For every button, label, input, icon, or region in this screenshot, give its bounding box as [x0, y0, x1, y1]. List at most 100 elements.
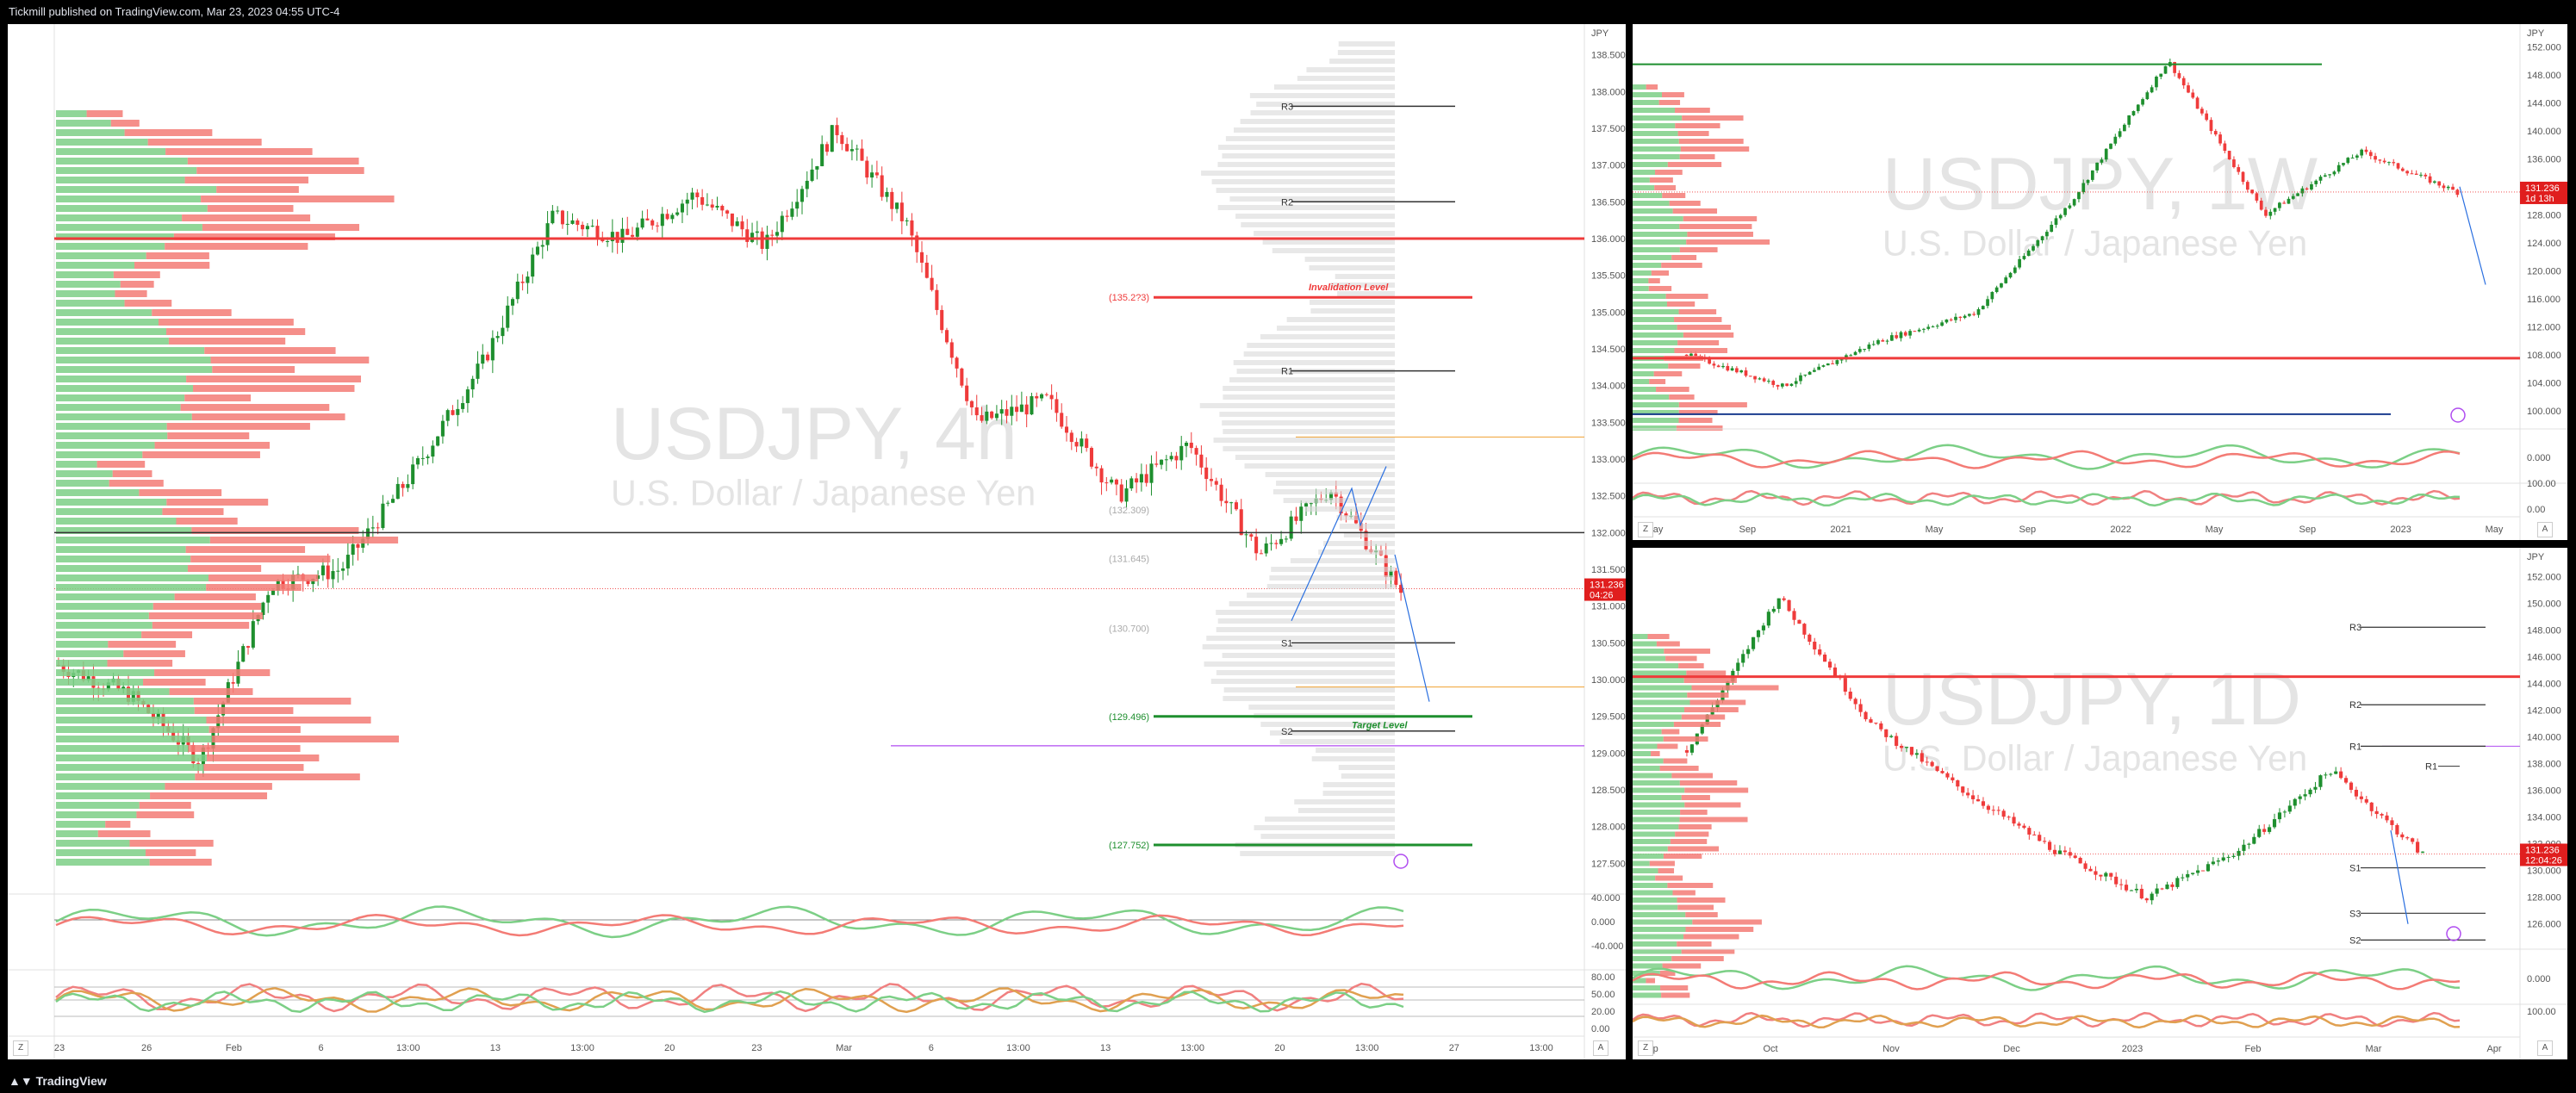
volume-profile-buy	[1633, 286, 1649, 291]
volume-profile-buy	[1633, 371, 1654, 376]
volume-profile-sell	[1655, 875, 1683, 881]
candle-body	[670, 214, 675, 220]
volume-profile-sell	[124, 300, 172, 307]
candle-body	[501, 327, 505, 337]
candle-body	[1060, 413, 1064, 427]
chart-4h-svg[interactable]: 138.500 138.000 137.500 137.000 136.500 136.0…	[8, 24, 1626, 1059]
volume-profile-buy	[56, 262, 134, 269]
volume-profile-sell	[1683, 216, 1758, 221]
volume-profile-sell	[1681, 948, 1735, 954]
price-tick-label: 134.000	[1591, 382, 1626, 392]
chart-1w-svg[interactable]: 152.000148.000144.000140.000136.000132.0…	[1633, 24, 2567, 540]
volume-profile-buy	[1633, 193, 1663, 198]
volume-profile-buy	[56, 224, 202, 231]
auto-scale-left-button[interactable]: Z	[13, 1040, 28, 1056]
candle-body	[994, 413, 999, 419]
candle-body	[2078, 857, 2082, 864]
volume-profile-buy	[1633, 162, 1668, 167]
candle-body	[2000, 283, 2003, 288]
volume-profile-sell	[188, 745, 301, 752]
candle-body	[1968, 314, 1971, 316]
volume-profile-sell	[1682, 115, 1744, 121]
volume-profile-buy	[1633, 890, 1673, 896]
candle-body	[1832, 668, 1838, 677]
chart-1d-svg[interactable]: 152.000 150.000 148.000 146.000 144.000 142.0…	[1633, 548, 2567, 1059]
volume-profile-sell	[207, 205, 294, 212]
candle-body	[1736, 662, 1740, 671]
candle-body	[2328, 174, 2331, 176]
time-axis-label: Nov	[1882, 1044, 1900, 1054]
tradingview-logo[interactable]: ▲▼ TradingView	[9, 1074, 107, 1088]
candle-body	[650, 220, 655, 226]
stoch-line-k	[55, 982, 1404, 1013]
volume-profile-buy	[56, 603, 153, 610]
candle-body	[2077, 192, 2081, 200]
auto-scale-right-button[interactable]: A	[2537, 1040, 2553, 1056]
chart-panel-1w[interactable]: 152.000148.000144.000140.000136.000132.0…	[1633, 24, 2567, 540]
volume-profile-sell	[1677, 325, 1732, 330]
candle-body	[1199, 454, 1204, 468]
chart-panel-4h[interactable]: 138.500 138.000 137.500 137.000 136.500 136.0…	[8, 24, 1626, 1059]
volume-profile-buy	[1633, 123, 1676, 128]
volume-profile-buy	[1633, 410, 1679, 415]
volume-profile-right	[1294, 799, 1395, 804]
candle-body	[1787, 599, 1791, 612]
volume-profile-buy	[1633, 912, 1686, 917]
volume-profile-right	[1222, 653, 1395, 658]
time-axis-label: Sep	[1739, 525, 1757, 535]
auto-scale-left-button[interactable]: Z	[1638, 1040, 1653, 1056]
volume-profile-buy	[56, 792, 151, 799]
volume-profile-buy	[56, 394, 185, 401]
osc-line-up	[55, 905, 1404, 939]
auto-scale-right-button[interactable]: A	[2537, 522, 2553, 537]
volume-profile-right	[1306, 67, 1395, 72]
candle-body	[2195, 97, 2200, 109]
candle-body	[2323, 175, 2327, 177]
candle-body	[905, 220, 909, 221]
volume-profile-buy	[56, 196, 202, 202]
candle-body	[1813, 370, 1816, 372]
candle-body	[1064, 426, 1069, 433]
candle-body	[1981, 801, 1986, 806]
volume-profile-right	[1249, 93, 1395, 98]
time-axis-label: 20	[664, 1043, 675, 1053]
pivot-label-s1: S1	[1281, 638, 1292, 649]
volume-profile-buy	[56, 470, 113, 477]
time-axis-label: 13:00	[1006, 1043, 1030, 1053]
volume-profile-sell	[187, 565, 262, 572]
candle-body	[944, 330, 949, 343]
auto-scale-left-button[interactable]: Z	[1638, 522, 1653, 537]
candle-body	[1776, 598, 1781, 609]
candle-body	[2052, 849, 2057, 854]
candle-body	[890, 191, 894, 209]
candle-body	[1903, 332, 1907, 336]
candle-body	[2300, 188, 2305, 194]
candle-body	[1876, 339, 1880, 345]
volume-profile-sell	[1658, 868, 1675, 873]
auto-scale-right-button[interactable]: A	[1593, 1040, 1608, 1056]
volume-profile-buy	[56, 518, 177, 525]
last-price-tag	[2520, 181, 2567, 204]
volume-profile-buy	[1633, 941, 1677, 947]
osc-axis-label: 0.000	[2527, 974, 2551, 984]
candle-body	[2405, 837, 2410, 839]
candle-body	[1328, 492, 1334, 500]
candle-body	[2114, 876, 2119, 885]
candle-body	[2374, 810, 2379, 815]
volume-profile-buy	[1633, 985, 1661, 991]
candle-body	[2420, 851, 2425, 853]
pivot-label-r2: R2	[2349, 700, 2361, 711]
candle-body	[1895, 335, 1899, 338]
price-tick-label: 152.000	[2527, 572, 2561, 582]
volume-profile-buy	[1633, 904, 1678, 910]
volume-profile-right	[1201, 171, 1395, 176]
candle-body	[2012, 817, 2016, 824]
candle-body	[715, 205, 719, 208]
candle-body	[775, 232, 780, 236]
volume-profile-sell	[1668, 363, 1701, 369]
volume-profile-right	[1266, 584, 1395, 589]
chart-panel-1d[interactable]: 152.000 150.000 148.000 146.000 144.000 142.0…	[1633, 548, 2567, 1059]
candle-body	[2293, 798, 2297, 806]
volume-profile-right	[1337, 50, 1395, 55]
candle-body	[2181, 78, 2186, 86]
